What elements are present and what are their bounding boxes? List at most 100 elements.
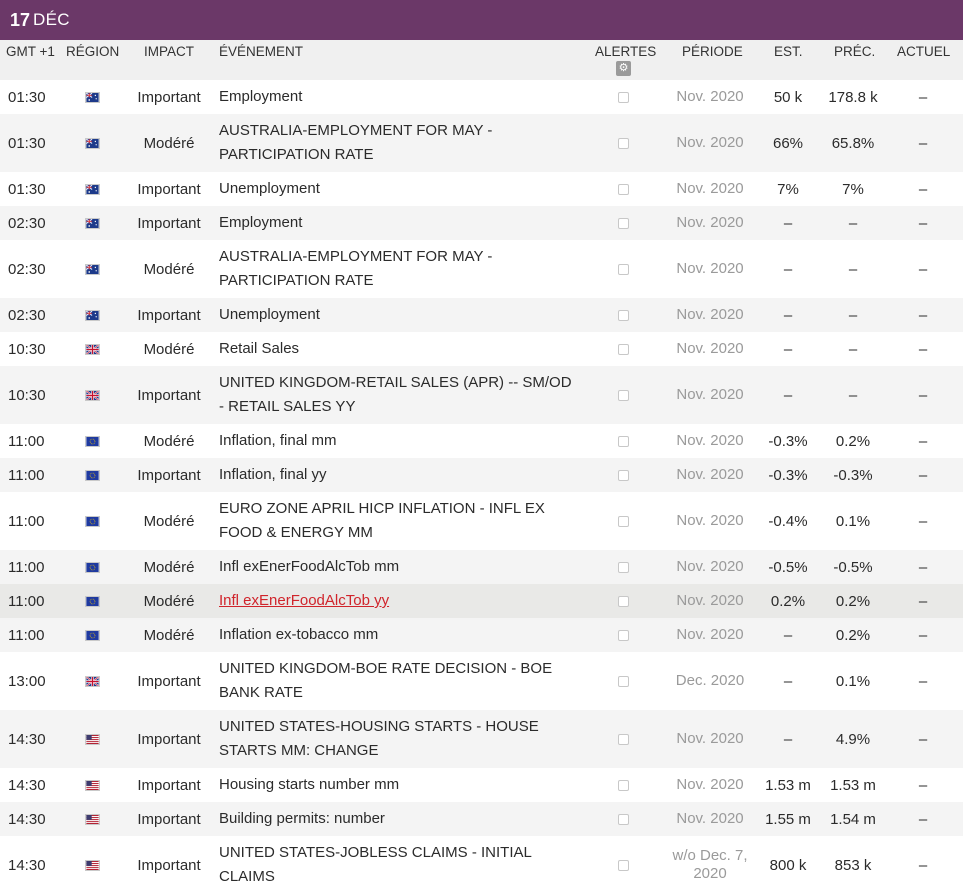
header-event[interactable]: ÉVÉNEMENT <box>219 44 304 59</box>
event-period: Nov. 2020 <box>676 214 744 231</box>
alert-checkbox[interactable] <box>617 389 629 401</box>
header-impact[interactable]: IMPACT <box>144 44 194 59</box>
event-previous: 178.8 k <box>828 88 878 106</box>
event-impact: Modéré <box>143 592 195 610</box>
table-row[interactable]: 02:30 Important Unemployment Nov. 2020 – – – <box>0 298 963 332</box>
alert-checkbox[interactable] <box>617 561 629 573</box>
event-name: EURO ZONE APRIL HICP INFLATION - INFL EX… <box>219 492 579 550</box>
alert-checkbox[interactable] <box>617 183 629 195</box>
alert-cell <box>616 710 630 768</box>
event-time: 14:30 <box>8 776 46 794</box>
event-actual: – <box>918 810 928 828</box>
event-name: Inflation, final mm <box>219 424 579 458</box>
alert-cell <box>616 240 630 298</box>
header-time[interactable]: GMT +1 <box>6 44 55 59</box>
table-row[interactable]: 01:30 Important Employment Nov. 2020 50 k 178… <box>0 80 963 114</box>
table-row[interactable]: 11:00 Important Inflation, final yy Nov. 20… <box>0 458 963 492</box>
event-period: Nov. 2020 <box>676 558 744 575</box>
event-period: Nov. 2020 <box>676 432 744 449</box>
table-row[interactable]: 11:00 Modéré Inflation ex-tobacco mm Nov. 2… <box>0 618 963 652</box>
event-label: UNITED STATES-JOBLESS CLAIMS - INITIAL C… <box>219 844 532 885</box>
date-day: 17 <box>10 9 31 30</box>
event-period: Nov. 2020 <box>676 730 744 747</box>
header-region[interactable]: RÉGION <box>66 44 120 59</box>
event-label[interactable]: Infl exEnerFoodAlcTob yy <box>219 592 390 609</box>
event-time: 02:30 <box>8 306 46 324</box>
alert-checkbox[interactable] <box>617 91 629 103</box>
event-time: 14:30 <box>8 856 46 874</box>
event-estimate: – <box>783 626 793 644</box>
event-previous: 0.1% <box>835 672 871 690</box>
alert-cell <box>616 768 630 802</box>
alert-checkbox[interactable] <box>617 859 629 871</box>
event-previous: 0.2% <box>835 626 871 644</box>
flag-eu-icon <box>84 424 100 458</box>
table-row[interactable]: 14:30 Important UNITED STATES-HOUSING STAR… <box>0 710 963 768</box>
event-time: 11:00 <box>8 466 45 484</box>
table-row[interactable]: 13:00 Important UNITED KINGDOM-BOE RATE DE… <box>0 652 963 710</box>
event-period: Dec. 2020 <box>675 672 745 689</box>
alert-checkbox[interactable] <box>617 217 629 229</box>
gear-icon[interactable]: ⚙ <box>616 61 631 76</box>
alert-checkbox[interactable] <box>617 675 629 687</box>
alert-checkbox[interactable] <box>617 309 629 321</box>
table-row[interactable]: 14:30 Important UNITED STATES-JOBLESS CLAI… <box>0 836 963 894</box>
event-period: Nov. 2020 <box>676 134 744 151</box>
alert-checkbox[interactable] <box>617 435 629 447</box>
event-label: EURO ZONE APRIL HICP INFLATION - INFL EX… <box>219 500 545 541</box>
table-row[interactable]: 11:00 Modéré Infl exEnerFoodAlcTob mm Nov. … <box>0 550 963 584</box>
header-actual[interactable]: ACTUEL <box>897 44 951 59</box>
table-row[interactable]: 11:00 Modéré Inflation, final mm Nov. 2020 -… <box>0 424 963 458</box>
event-time: 11:00 <box>8 626 45 644</box>
event-estimate: – <box>783 214 793 232</box>
table-row[interactable]: 01:30 Modéré AUSTRALIA-EMPLOYMENT FOR MAY … <box>0 114 963 172</box>
event-impact: Modéré <box>143 512 195 530</box>
event-estimate: – <box>783 260 793 278</box>
alert-checkbox[interactable] <box>617 469 629 481</box>
event-name: Infl exEnerFoodAlcTob mm <box>219 550 579 584</box>
alert-checkbox[interactable] <box>617 629 629 641</box>
event-previous: – <box>848 260 858 278</box>
events-table: 01:30 Important Employment Nov. 2020 50 k 178… <box>0 80 963 894</box>
table-row[interactable]: 11:00 Modéré EURO ZONE APRIL HICP INFLATIO… <box>0 492 963 550</box>
event-actual: – <box>918 180 928 198</box>
alert-checkbox[interactable] <box>617 137 629 149</box>
alert-cell <box>616 836 630 894</box>
event-name: Housing starts number mm <box>219 768 579 802</box>
table-header: GMT +1 RÉGION IMPACT ÉVÉNEMENT ALERTES P… <box>0 40 963 80</box>
table-row[interactable]: 14:30 Important Building permits: number No… <box>0 802 963 836</box>
table-row[interactable]: 11:00 Modéré Infl exEnerFoodAlcTob yy Nov. … <box>0 584 963 618</box>
event-name[interactable]: Infl exEnerFoodAlcTob yy <box>219 584 579 618</box>
event-label: Retail Sales <box>219 340 300 357</box>
table-row[interactable]: 01:30 Important Unemployment Nov. 2020 7% 7% – <box>0 172 963 206</box>
alert-checkbox[interactable] <box>617 733 629 745</box>
header-est[interactable]: EST. <box>774 44 803 59</box>
event-label: UNITED KINGDOM-BOE RATE DECISION - BOE B… <box>219 660 553 701</box>
header-alerts[interactable]: ALERTES <box>595 44 657 59</box>
event-estimate: – <box>783 730 793 748</box>
alert-checkbox[interactable] <box>617 343 629 355</box>
table-row[interactable]: 02:30 Important Employment Nov. 2020 – – – <box>0 206 963 240</box>
table-row[interactable]: 14:30 Important Housing starts number mm No… <box>0 768 963 802</box>
event-impact: Important <box>137 88 201 106</box>
event-previous: 7% <box>842 180 864 198</box>
alert-checkbox[interactable] <box>617 595 629 607</box>
alert-checkbox[interactable] <box>617 779 629 791</box>
flag-us-icon <box>84 710 100 768</box>
event-estimate: -0.4% <box>768 512 808 530</box>
event-impact: Modéré <box>143 558 195 576</box>
alert-checkbox[interactable] <box>617 813 629 825</box>
flag-au-icon <box>84 206 100 240</box>
alert-checkbox[interactable] <box>617 263 629 275</box>
event-previous: -0.5% <box>833 558 873 576</box>
event-time: 01:30 <box>8 88 46 106</box>
table-row[interactable]: 02:30 Modéré AUSTRALIA-EMPLOYMENT FOR MAY … <box>0 240 963 298</box>
alert-checkbox[interactable] <box>617 515 629 527</box>
event-estimate: 0.2% <box>770 592 806 610</box>
header-prev[interactable]: PRÉC. <box>834 44 876 59</box>
event-actual: – <box>918 558 928 576</box>
table-row[interactable]: 10:30 Important UNITED KINGDOM-RETAIL SALE… <box>0 366 963 424</box>
table-row[interactable]: 10:30 Modéré Retail Sales Nov. 2020 – – – <box>0 332 963 366</box>
event-impact: Important <box>137 672 201 690</box>
header-period[interactable]: PÉRIODE <box>682 44 743 59</box>
